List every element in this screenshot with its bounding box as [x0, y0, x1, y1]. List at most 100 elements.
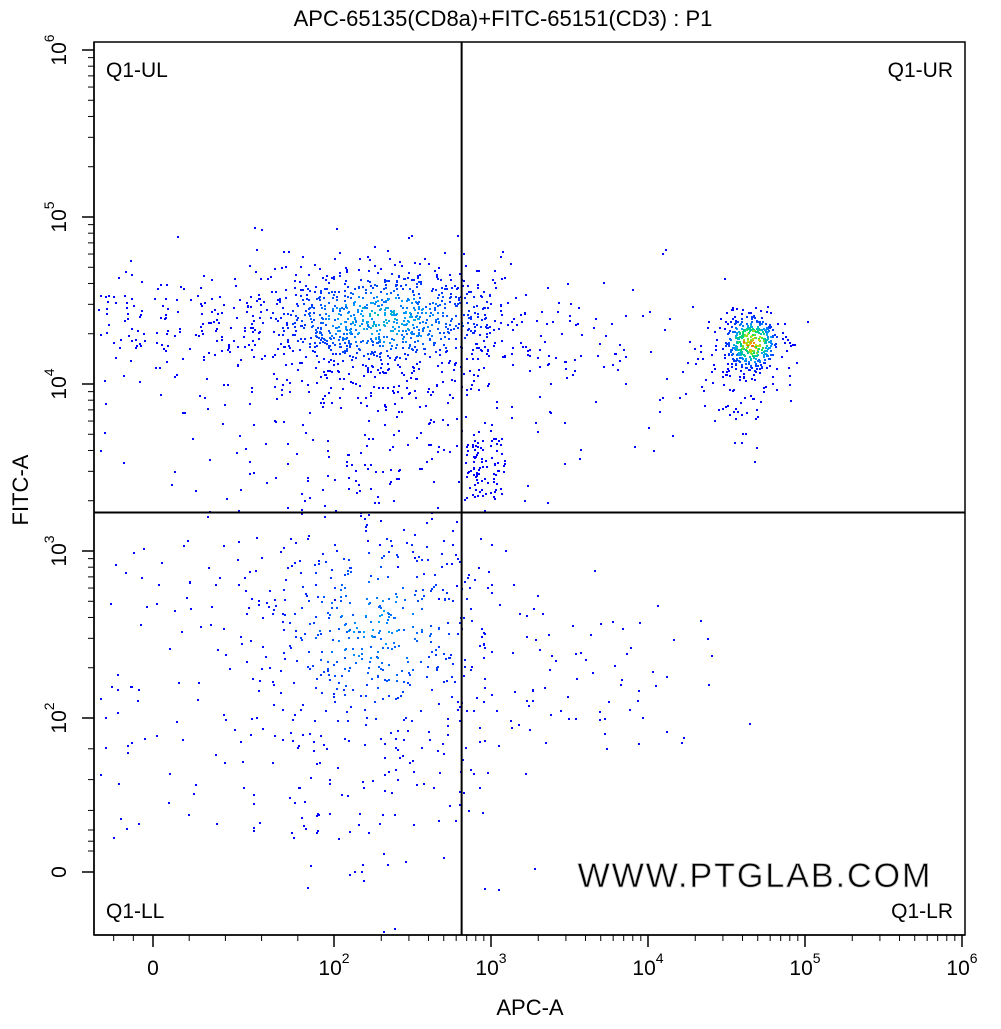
event-point — [681, 742, 683, 744]
event-point — [249, 461, 251, 463]
event-point — [504, 277, 506, 279]
event-point — [443, 344, 445, 346]
event-point — [735, 408, 737, 410]
event-point — [357, 311, 359, 313]
event-point — [326, 340, 328, 342]
event-point — [283, 589, 285, 591]
event-point — [338, 628, 340, 630]
event-point — [296, 453, 298, 455]
event-point — [737, 411, 739, 413]
event-point — [750, 349, 752, 351]
event-point — [432, 391, 434, 393]
event-point — [445, 323, 447, 325]
event-point — [458, 323, 460, 325]
event-point — [398, 297, 400, 299]
event-point — [344, 321, 346, 323]
event-point — [301, 493, 303, 495]
event-point — [208, 567, 210, 569]
event-point — [352, 356, 354, 358]
event-point — [388, 298, 390, 300]
event-point — [380, 738, 382, 740]
event-point — [378, 632, 380, 634]
event-point — [682, 371, 684, 373]
event-point — [380, 520, 382, 522]
event-point — [133, 552, 135, 554]
event-point — [739, 341, 741, 343]
event-point — [662, 397, 664, 399]
event-point — [333, 337, 335, 339]
event-point — [341, 794, 343, 796]
event-point — [790, 400, 792, 402]
event-point — [251, 598, 253, 600]
event-point — [309, 343, 311, 345]
event-point — [501, 278, 503, 280]
event-point — [278, 334, 280, 336]
event-point — [388, 631, 390, 633]
event-point — [439, 772, 441, 774]
event-point — [755, 358, 757, 360]
event-point — [416, 363, 418, 365]
event-point — [373, 297, 375, 299]
event-point — [422, 330, 424, 332]
event-point — [290, 647, 292, 649]
event-point — [240, 741, 242, 743]
event-point — [433, 344, 435, 346]
event-point — [399, 757, 401, 759]
event-point — [297, 340, 299, 342]
event-point — [343, 333, 345, 335]
event-point — [362, 340, 364, 342]
event-point — [479, 787, 481, 789]
event-point — [746, 350, 748, 352]
event-point — [466, 710, 468, 712]
event-point — [166, 333, 168, 335]
event-point — [412, 551, 414, 553]
event-point — [755, 344, 757, 346]
event-point — [605, 335, 607, 337]
event-point — [472, 494, 474, 496]
event-point — [479, 467, 481, 469]
event-point — [198, 682, 200, 684]
event-point — [547, 287, 549, 289]
event-point — [396, 322, 398, 324]
event-point — [346, 348, 348, 350]
event-point — [748, 312, 750, 314]
event-point — [115, 357, 117, 359]
event-point — [741, 414, 743, 416]
event-point — [436, 384, 438, 386]
event-point — [281, 394, 283, 396]
event-point — [749, 327, 751, 329]
event-point — [532, 689, 534, 691]
event-point — [299, 281, 301, 283]
event-point — [481, 296, 483, 298]
event-point — [427, 391, 429, 393]
event-point — [761, 352, 763, 354]
event-point — [483, 643, 485, 645]
event-point — [320, 292, 322, 294]
event-point — [359, 490, 361, 492]
event-point — [529, 729, 531, 731]
event-point — [344, 587, 346, 589]
event-point — [451, 287, 453, 289]
event-point — [275, 318, 277, 320]
event-point — [449, 805, 451, 807]
event-point — [551, 655, 553, 657]
event-point — [379, 339, 381, 341]
event-point — [385, 643, 387, 645]
event-point — [362, 315, 364, 317]
event-point — [411, 544, 413, 546]
event-point — [207, 516, 209, 518]
event-point — [749, 723, 751, 725]
event-point — [388, 679, 390, 681]
event-point — [216, 340, 218, 342]
event-point — [359, 349, 361, 351]
event-point — [273, 704, 275, 706]
event-point — [349, 346, 351, 348]
event-point — [378, 621, 380, 623]
event-point — [782, 332, 784, 334]
event-point — [395, 314, 397, 316]
event-point — [474, 330, 476, 332]
event-point — [358, 824, 360, 826]
event-point — [405, 311, 407, 313]
event-point — [385, 319, 387, 321]
event-point — [297, 747, 299, 749]
